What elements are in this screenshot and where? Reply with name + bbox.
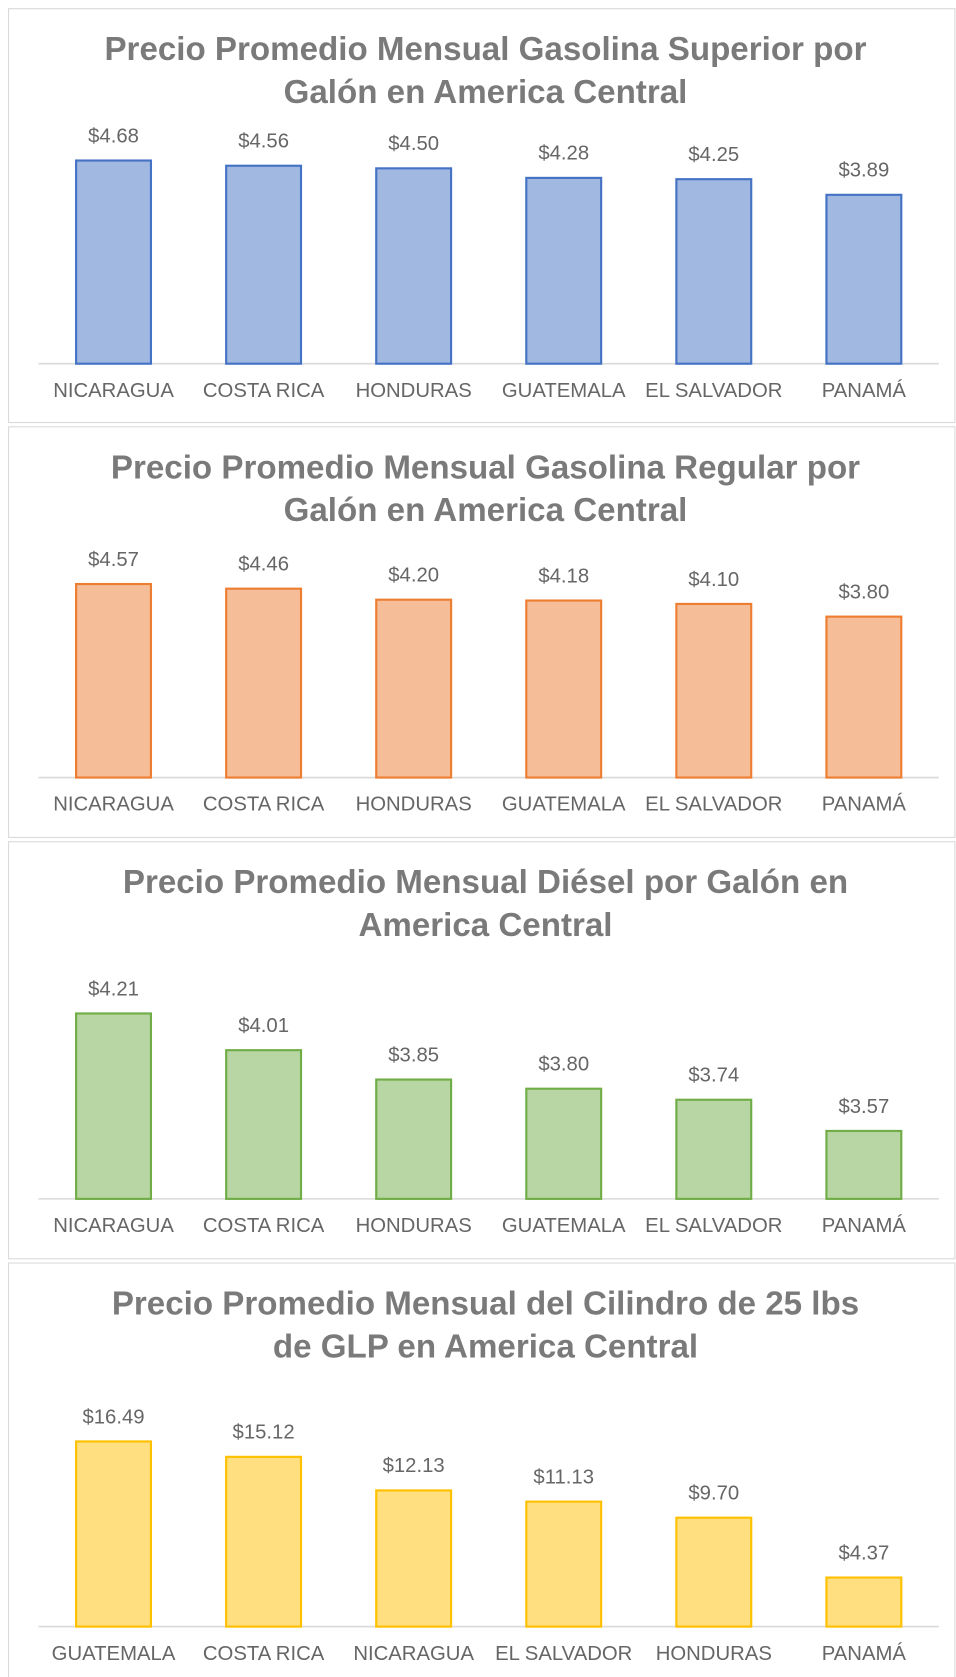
x-tick-label: HONDURAS [356, 794, 472, 816]
value-label: $4.37 [838, 1542, 889, 1564]
chart-title: Precio Promedio Mensual Diésel por Galón… [123, 864, 848, 901]
bar [525, 176, 603, 365]
x-tick-label: PANAMÁ [822, 1642, 907, 1665]
bar [75, 582, 153, 779]
bar [375, 598, 453, 779]
bar [375, 1489, 453, 1628]
chart-title: Galón en America Central [284, 74, 688, 111]
x-tick-label: COSTA RICA [203, 380, 325, 402]
value-label: $4.46 [238, 554, 289, 576]
value-label: $4.10 [688, 569, 739, 591]
value-label: $3.57 [838, 1096, 889, 1118]
value-label: $3.80 [538, 1054, 589, 1076]
value-label: $4.20 [388, 565, 439, 587]
x-tick-label: NICARAGUA [53, 794, 174, 816]
x-tick-label: HONDURAS [356, 380, 472, 402]
bar [825, 193, 903, 365]
bar [675, 1098, 753, 1200]
bar [675, 602, 753, 779]
chart-title: Precio Promedio Mensual del Cilindro de … [112, 1286, 859, 1323]
panel [8, 1262, 956, 1677]
value-label: $4.18 [538, 565, 589, 587]
bar [825, 615, 903, 779]
x-tick-label: COSTA RICA [203, 794, 325, 816]
bar [525, 599, 603, 779]
x-tick-label: EL SALVADOR [645, 380, 782, 402]
panel [8, 426, 956, 838]
bar [75, 1440, 153, 1628]
bar [75, 159, 153, 365]
value-label: $3.89 [838, 160, 889, 182]
bar [525, 1500, 603, 1628]
bar [75, 1012, 153, 1200]
value-label: $12.13 [383, 1455, 445, 1477]
value-label: $3.85 [388, 1044, 439, 1066]
bar [225, 587, 303, 779]
x-tick-label: NICARAGUA [353, 1643, 474, 1665]
chart-title: America Central [358, 907, 612, 944]
bar [675, 1516, 753, 1628]
x-tick-label: GUATEMALA [502, 794, 626, 816]
value-label: $4.25 [688, 144, 739, 166]
value-label: $4.01 [238, 1015, 289, 1037]
x-tick-label: HONDURAS [356, 1215, 472, 1237]
value-label: $3.80 [838, 581, 889, 603]
bar [375, 1078, 453, 1200]
x-tick-label: COSTA RICA [203, 1215, 325, 1237]
x-tick-label: GUATEMALA [502, 380, 626, 402]
x-tick-label: EL SALVADOR [645, 794, 782, 816]
chart-title: Precio Promedio Mensual Gasolina Superio… [104, 31, 866, 68]
bar [225, 164, 303, 365]
bar [675, 178, 753, 365]
x-tick-label: COSTA RICA [203, 1643, 325, 1665]
x-tick-label: GUATEMALA [52, 1643, 176, 1665]
bar [825, 1576, 903, 1628]
value-label: $4.68 [88, 125, 139, 147]
panel [8, 8, 956, 424]
value-label: $4.21 [88, 978, 139, 1000]
value-label: $4.50 [388, 133, 439, 155]
x-tick-label: EL SALVADOR [645, 1215, 782, 1237]
chart-title: Precio Promedio Mensual Gasolina Regular… [111, 449, 860, 486]
bar [225, 1455, 303, 1628]
value-label: $3.74 [688, 1065, 739, 1087]
x-tick-label: PANAMÁ [822, 793, 907, 816]
value-label: $15.12 [233, 1422, 295, 1444]
x-tick-label: NICARAGUA [53, 1215, 174, 1237]
bar [825, 1129, 903, 1200]
x-tick-label: PANAMÁ [822, 379, 907, 402]
value-label: $4.56 [238, 131, 289, 153]
x-tick-label: NICARAGUA [53, 380, 174, 402]
bar [525, 1087, 603, 1200]
chart-title: Galón en America Central [284, 492, 688, 529]
value-label: $9.70 [688, 1483, 739, 1505]
bar [375, 167, 453, 365]
value-label: $11.13 [533, 1466, 594, 1488]
chart-title: de GLP en America Central [273, 1328, 698, 1365]
value-label: $4.57 [88, 549, 139, 571]
x-tick-label: PANAMÁ [822, 1214, 907, 1237]
bar [225, 1049, 303, 1200]
x-tick-label: GUATEMALA [502, 1215, 626, 1237]
value-label: $4.28 [538, 143, 589, 165]
x-tick-label: EL SALVADOR [495, 1643, 632, 1665]
x-tick-label: HONDURAS [656, 1643, 772, 1665]
panel [8, 841, 956, 1260]
value-label: $16.49 [82, 1406, 144, 1428]
